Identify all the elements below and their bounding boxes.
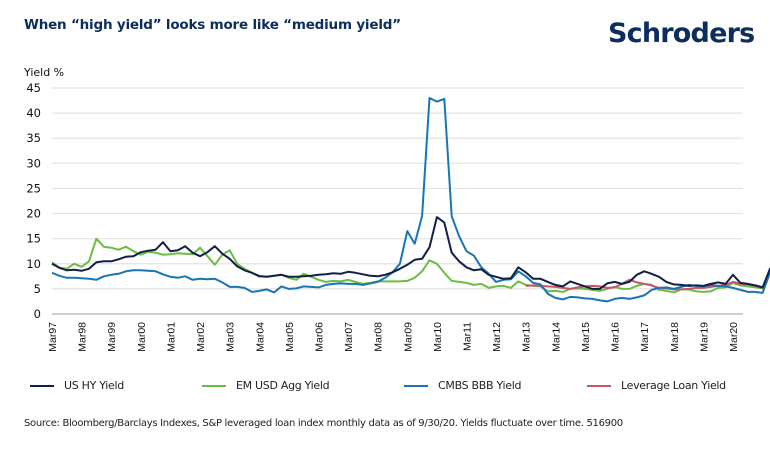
x-tick-label: Mar13 [521,322,533,352]
y-tick-label: 25 [26,181,41,195]
chart-title: When “high yield” looks more like “mediu… [24,17,401,33]
series-line-us-hy-yield [51,216,770,290]
y-tick-label: 30 [26,156,41,170]
y-tick-label: 5 [34,282,41,296]
schroders-logo: Schroders [608,18,755,49]
series-line-cmbs-bbb-yield [51,97,770,303]
legend-swatch-em-usd-agg-yield [202,384,226,387]
legend-item-us-hy-yield: US HY Yield [30,379,124,392]
x-tick-label: Mar01 [165,322,177,352]
legend-label: EM USD Agg Yield [236,379,330,392]
legend-label: CMBS BBB Yield [438,379,522,392]
y-tick-labels: 0 5 10 15 20 25 30 35 40 45 [26,81,41,321]
x-tick-label: Mar03 [225,322,237,352]
x-tick-label: Mar99 [106,322,118,352]
x-tick-label: Mar16 [610,322,622,352]
y-tick-label: 10 [26,257,41,271]
gridlines [52,87,743,315]
x-tick-label: Mar20 [728,322,740,352]
x-tick-label: Mar14 [550,322,562,352]
y-axis-label: Yield % [24,66,65,79]
y-tick-label: 20 [26,207,41,221]
x-tick-label: Mar12 [491,322,503,352]
x-tick-label: Mar08 [373,322,385,352]
x-tick-label: Mar97 [47,322,59,352]
legend-swatch-leverage-loan-yield [587,384,611,387]
legend-label: Leverage Loan Yield [621,379,726,392]
x-tick-label: Mar05 [284,322,296,352]
y-tick-label: 45 [26,81,41,95]
legend-item-em-usd-agg-yield: EM USD Agg Yield [202,379,330,392]
legend-label: US HY Yield [64,379,124,392]
y-tick-label: 15 [26,232,41,246]
series-lines [51,97,770,303]
x-tick-label: Mar19 [698,322,710,352]
x-tick-label: Mar15 [580,322,592,352]
y-tick-label: 0 [34,307,41,321]
x-tick-label: Mar11 [462,322,474,351]
legend-item-cmbs-bbb-yield: CMBS BBB Yield [404,379,521,392]
x-tick-label: Mar09 [402,322,414,352]
x-tick-label: Mar10 [432,322,444,352]
x-tick-labels: Mar97 Mar98 Mar99 Mar00 Mar01 Mar02 Mar03 Mar04… [47,322,740,352]
legend-swatch-cmbs-bbb-yield [404,384,428,387]
x-tick-label: Mar17 [639,322,651,352]
x-tick-label: Mar18 [669,322,681,352]
legend-item-leverage-loan-yield: Leverage Loan Yield [587,379,726,392]
legend-swatch-us-hy-yield [30,384,54,387]
x-tick-label: Mar04 [254,322,266,352]
x-tick-label: Mar00 [136,322,148,352]
y-tick-label: 35 [26,131,41,145]
legend: US HY Yield EM USD Agg Yield CMBS BBB Yi… [0,379,770,395]
x-tick-label: Mar02 [195,322,207,352]
series-line-em-usd-agg-yield [51,237,770,294]
x-tick-label: Mar98 [77,322,89,352]
x-tick-label: Mar07 [343,322,355,352]
x-tick-label: Mar06 [313,322,325,352]
y-tick-label: 40 [26,106,41,120]
source-note: Source: Bloomberg/Barclays Indexes, S&P … [24,418,623,429]
